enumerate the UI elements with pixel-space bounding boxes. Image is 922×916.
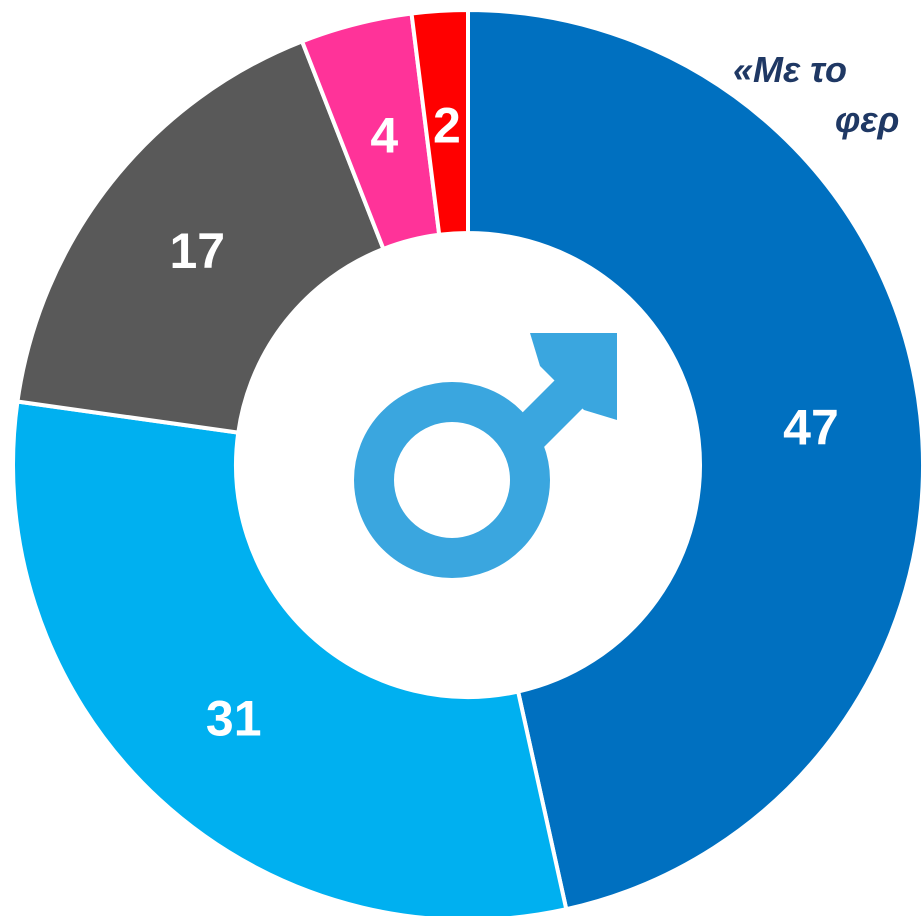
symbol-shaft (497, 375, 588, 466)
data-label: 47 (783, 400, 839, 456)
slice (409, 7, 470, 238)
male-symbol (354, 333, 617, 578)
slice (15, 38, 386, 435)
data-label: 2 (433, 98, 461, 154)
data-label: 17 (170, 223, 226, 279)
symbol-arrowhead (530, 333, 617, 420)
donut (11, 7, 922, 916)
slice (11, 399, 569, 916)
slice (466, 7, 922, 912)
data-label: 31 (206, 690, 262, 746)
title-line: φερ (835, 99, 899, 140)
symbol-ring (354, 382, 550, 578)
title-line: «Με το (733, 49, 847, 90)
data-label: 4 (370, 107, 398, 163)
